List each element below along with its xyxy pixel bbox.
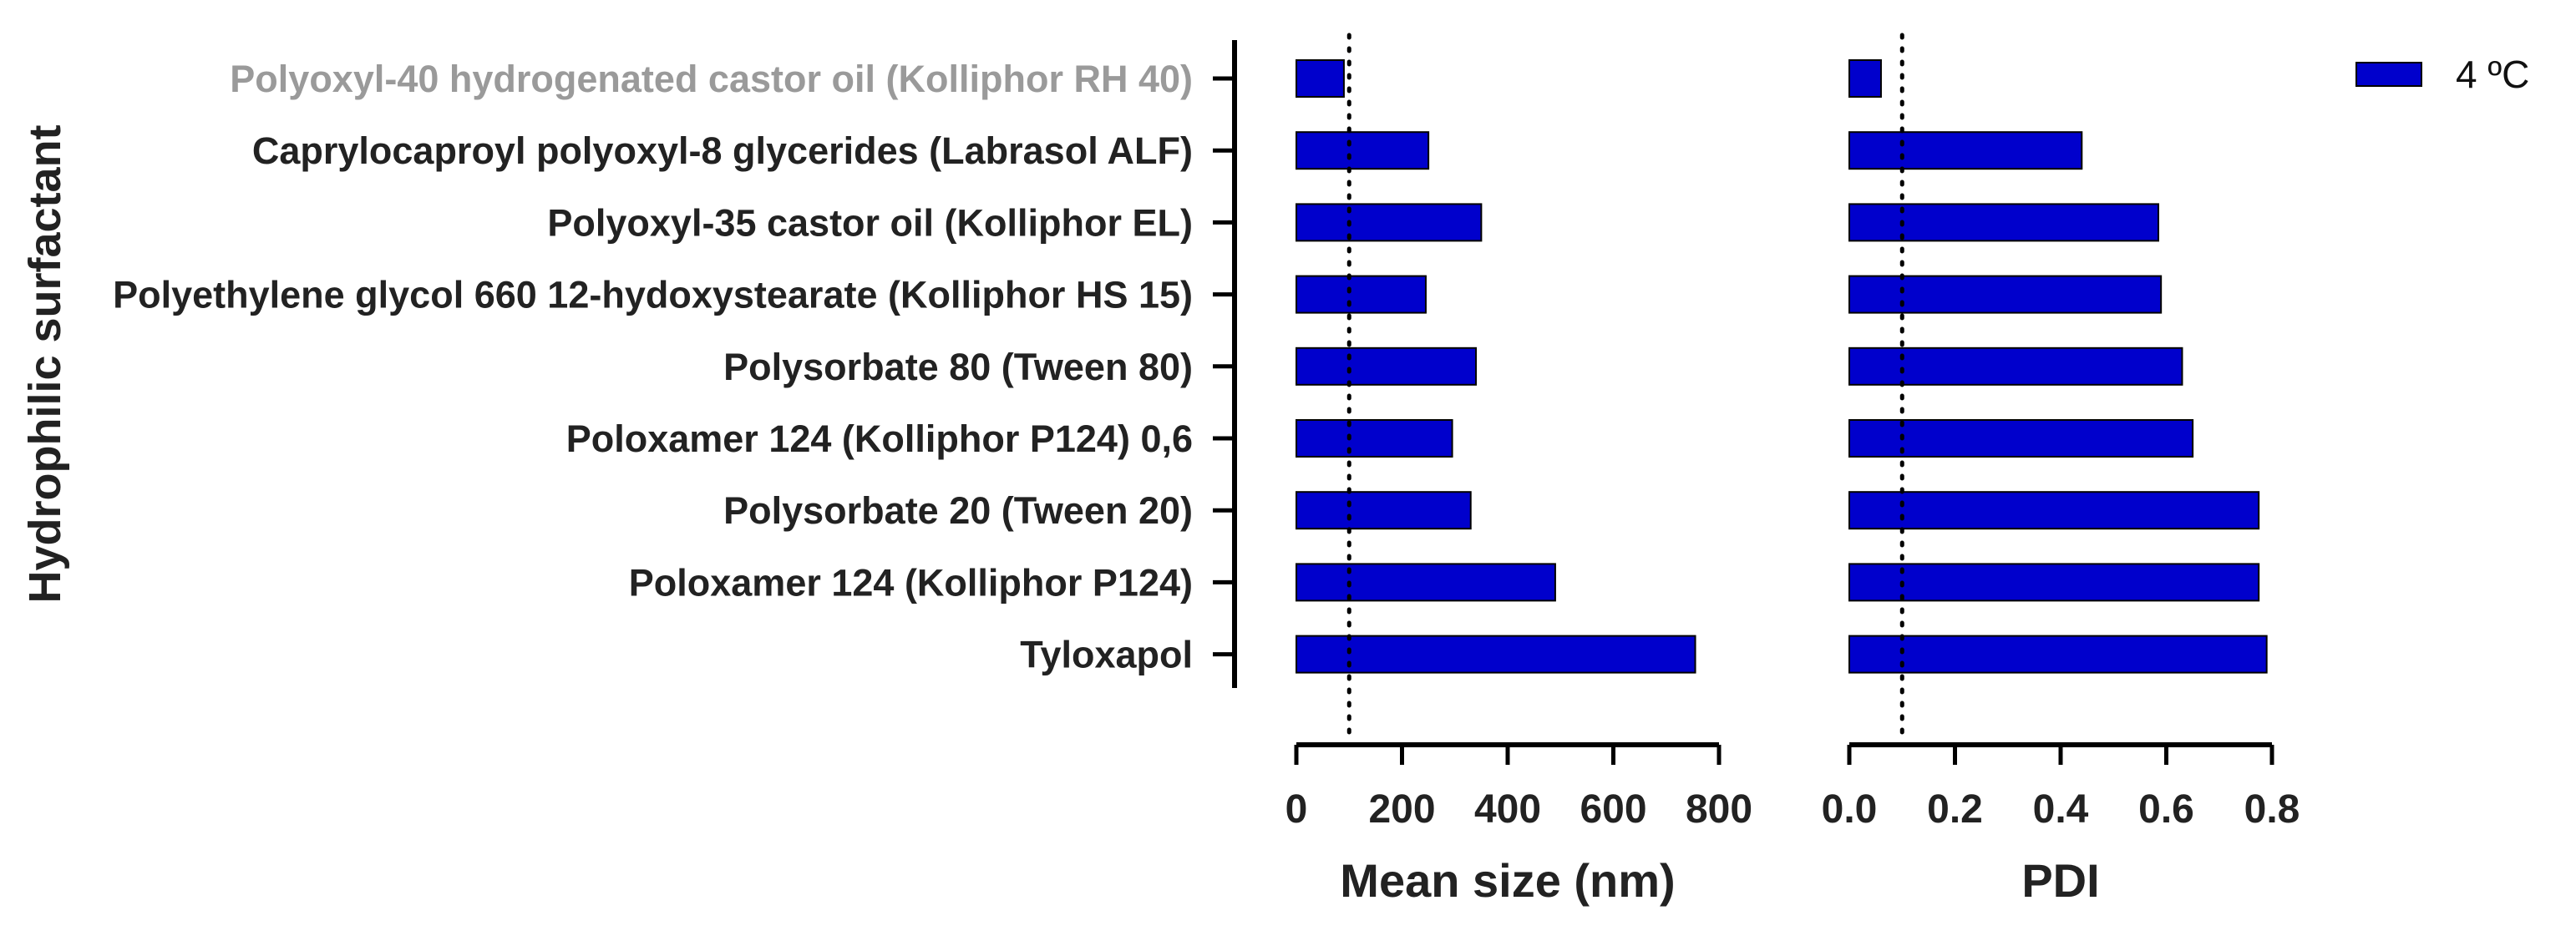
category-label: Polyethylene glycol 660 12-hydoxystearat… xyxy=(113,274,1193,316)
bar xyxy=(1296,131,1430,170)
x-tick-label: 0 xyxy=(1285,787,1308,832)
category-label: Caprylocaproyl polyoxyl-8 glycerides (La… xyxy=(252,129,1193,172)
bar xyxy=(1296,563,1556,602)
bar xyxy=(1296,59,1345,98)
x-axis-title: PDI xyxy=(2021,854,2099,907)
bar xyxy=(1848,491,2260,530)
bar xyxy=(1848,275,2163,314)
legend: 4 ºC xyxy=(2355,52,2529,97)
bar xyxy=(1848,203,2160,242)
bar xyxy=(1848,347,2183,386)
x-tick-label: 200 xyxy=(1368,787,1435,832)
bar xyxy=(1296,275,1427,314)
category-label: Tyloxapol xyxy=(1020,634,1193,676)
legend-label: 4 ºC xyxy=(2456,53,2530,96)
x-tick-label: 800 xyxy=(1686,787,1752,832)
category-label: Poloxamer 124 (Kolliphor P124) 0,6 xyxy=(566,417,1193,460)
category-label: Polyoxyl-40 hydrogenated castor oil (Kol… xyxy=(230,58,1193,100)
category-label: Polysorbate 80 (Tween 80) xyxy=(723,346,1193,388)
x-tick-label: 0.2 xyxy=(1927,787,1983,832)
bar xyxy=(1296,203,1483,242)
x-tick-label: 600 xyxy=(1580,787,1646,832)
bar xyxy=(1848,131,2083,170)
x-axis-title: Mean size (nm) xyxy=(1340,854,1675,907)
y-axis-title: Hydrophilic surfactant xyxy=(20,124,70,603)
bar xyxy=(1848,635,2268,674)
bar xyxy=(1848,59,1882,98)
bar xyxy=(1296,419,1453,458)
x-tick-label: 0.0 xyxy=(1822,787,1878,832)
x-tick-label: 400 xyxy=(1474,787,1541,832)
bar xyxy=(1848,419,2194,458)
category-label: Poloxamer 124 (Kolliphor P124) xyxy=(629,561,1193,604)
bar xyxy=(1296,347,1478,386)
bar xyxy=(1296,491,1472,530)
legend-swatch xyxy=(2355,62,2422,87)
x-tick-label: 0.6 xyxy=(2138,787,2194,832)
x-tick-label: 0.8 xyxy=(2244,787,2300,832)
bar xyxy=(1848,563,2260,602)
category-label: Polyoxyl-35 castor oil (Kolliphor EL) xyxy=(547,201,1193,244)
x-tick-label: 0.4 xyxy=(2033,787,2089,832)
category-label: Polysorbate 20 (Tween 20) xyxy=(723,489,1193,532)
bar xyxy=(1296,635,1696,674)
